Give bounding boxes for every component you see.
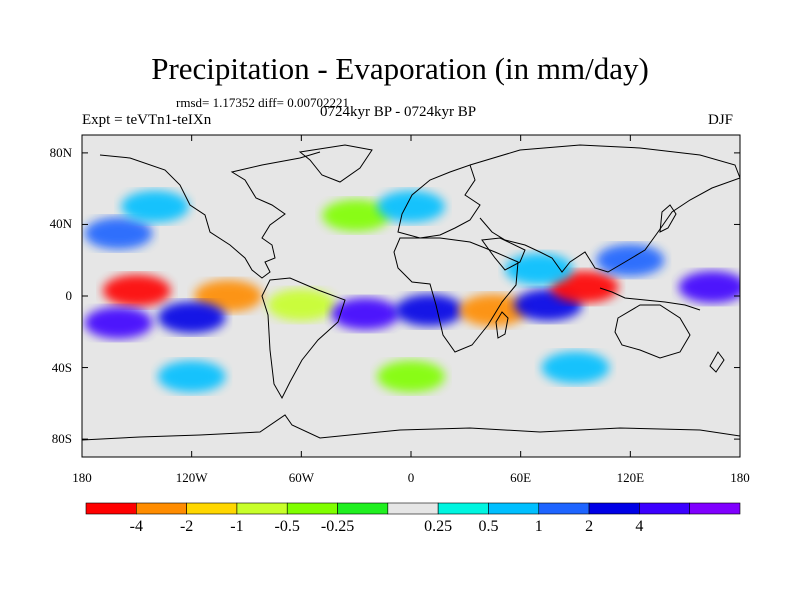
coastline-australia: [614, 304, 691, 359]
pe-field-cell: [194, 280, 263, 312]
lat-tick-label-80s: 80S: [51, 431, 72, 447]
coastline-madagascar: [495, 311, 509, 339]
coastlines: [82, 144, 740, 441]
pe-field-cell: [121, 190, 190, 223]
pe-field-cell: [84, 306, 153, 339]
colorbar-label: 1: [534, 518, 543, 535]
colorbar-swatch: [236, 502, 288, 515]
colorbar-label: -0.5: [274, 518, 300, 535]
coastline-japan: [659, 204, 677, 233]
colorbar-swatch: [588, 502, 640, 515]
colorbar-label: 2: [585, 518, 594, 535]
lat-tick-label-0: 0: [65, 288, 73, 303]
lat-tick-label-40n: 40N: [49, 216, 72, 232]
lon-tick-label-180e: 180: [730, 470, 750, 485]
pe-field-cell: [504, 253, 573, 286]
pe-field-cell: [102, 274, 171, 307]
pe-field-cell: [377, 360, 445, 393]
pe-field-cell: [541, 351, 610, 384]
pe-field-cell: [459, 294, 528, 327]
pe-field-cell: [84, 217, 153, 250]
colorbar-label: -1: [230, 518, 244, 535]
colorbar-swatch: [286, 502, 338, 515]
lon-tick-label-60e: 60E: [510, 470, 532, 485]
pe-field-cell: [377, 190, 445, 223]
coastline-greenland: [298, 144, 373, 183]
lon-tick-label-0: 0: [407, 470, 415, 485]
map-title: Precipitation - Evaporation (in mm/day): [151, 51, 649, 86]
colorbar-label: -4: [129, 518, 143, 535]
colorbar-swatch: [387, 502, 439, 515]
coastline-north-america: [99, 151, 321, 279]
lat-tick-label-40s: 40S: [51, 359, 72, 375]
colorbar-swatch: [488, 502, 540, 515]
colorbar-swatch: [437, 502, 489, 515]
pe-field-cell: [596, 244, 665, 277]
colorbar-swatch: [689, 502, 741, 515]
colorbar-label: 0.5: [478, 518, 499, 535]
axis-ticks: [81, 135, 741, 457]
lat-tick-label-80n: 80N: [49, 144, 72, 160]
coastline-antarctica: [82, 414, 740, 441]
coastline-arabia: [481, 237, 526, 271]
coastline-south-america: [261, 277, 346, 400]
coastline-africa: [393, 237, 519, 353]
coastline-asia: [469, 144, 740, 273]
colorbar-label: -2: [179, 518, 194, 535]
colorbar: [85, 502, 741, 515]
colorbar-swatch: [136, 502, 187, 515]
experiment-label: Expt = teVTn1-teIXn: [82, 112, 212, 128]
pe-field-cell: [550, 271, 619, 304]
pe-field-cell: [157, 301, 226, 334]
colorbar-swatch: [85, 502, 137, 515]
period-label: 0724kyr BP - 0724kyr BP: [320, 104, 477, 120]
pe-field-cell: [157, 360, 226, 393]
pe-field-cell: [322, 199, 391, 232]
pe-field-cell: [331, 297, 400, 330]
coastline-europe: [397, 164, 481, 239]
lon-tick-label-120e: 120E: [616, 470, 645, 485]
colorbar-label: -0.25: [320, 518, 355, 535]
colorbar-swatch: [337, 502, 389, 515]
colorbar-swatch: [639, 502, 690, 515]
colorbar-swatch: [538, 502, 590, 515]
pe-field-cell: [267, 288, 336, 321]
lon-tick-label-120w: 120W: [175, 470, 208, 485]
colorbar-label: 4: [635, 518, 644, 535]
coastline-indonesia: [599, 287, 701, 311]
map-background: [82, 135, 740, 457]
pe-field-layer: [84, 190, 740, 393]
lon-tick-label-60w: 60W: [288, 470, 314, 485]
stats-line: rmsd= 1.17352 diff= 0.00702221: [176, 95, 349, 110]
coastline-new-zealand: [709, 351, 725, 373]
season-label: DJF: [708, 112, 734, 128]
lon-tick-label-180w: 180: [72, 470, 92, 485]
colorbar-label: 0.25: [424, 518, 453, 535]
pe-field-cell: [395, 294, 464, 327]
pe-field-cell: [678, 271, 740, 304]
colorbar-swatch: [186, 502, 238, 515]
